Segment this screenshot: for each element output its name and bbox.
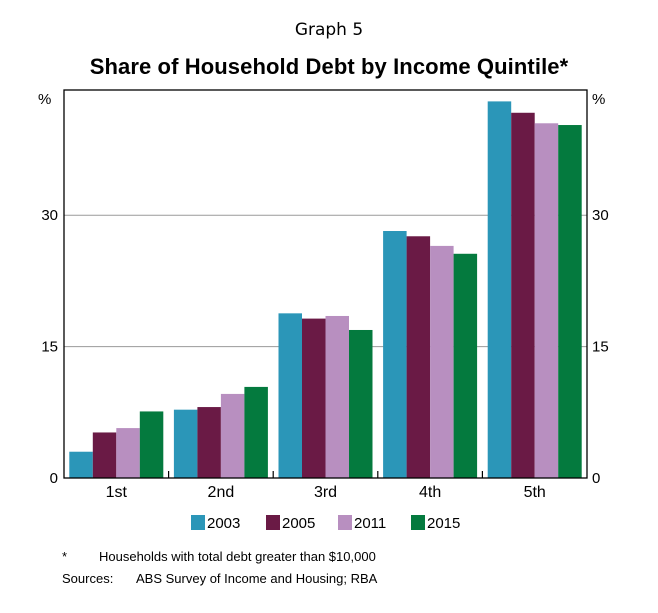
bar-3rd-2015 xyxy=(349,329,373,478)
footnote-symbol: * xyxy=(62,549,68,564)
sources: Sources: ABS Survey of Income and Housin… xyxy=(62,568,377,590)
legend-label-2003: 2003 xyxy=(207,515,240,532)
legend-label-2005: 2005 xyxy=(282,515,315,532)
bar-1st-2005 xyxy=(92,432,117,478)
legend-swatch-2005 xyxy=(266,515,280,530)
bar-5th-2011 xyxy=(534,123,559,478)
bar-3rd-2011 xyxy=(325,315,349,478)
y-tick-label-right: 15 xyxy=(592,339,609,356)
y-tick-label-right: 0 xyxy=(592,470,600,487)
y-tick-label-left: 15 xyxy=(41,339,58,356)
bar-2nd-2015 xyxy=(244,386,268,478)
sources-text: ABS Survey of Income and Housing; RBA xyxy=(136,571,378,586)
x-tick-label: 4th xyxy=(419,484,441,501)
bar-2nd-2003 xyxy=(173,409,198,478)
bar-4th-2003 xyxy=(383,231,407,478)
bar-5th-2003 xyxy=(487,101,512,478)
legend: 2003 2005 2011 2015 xyxy=(191,515,460,532)
legend-label-2015: 2015 xyxy=(427,515,460,532)
y-tick-label-right: 30 xyxy=(592,207,609,224)
legend-swatch-2015 xyxy=(411,515,425,530)
legend-label-2011: 2011 xyxy=(354,515,386,532)
y-tick-label-left: 0 xyxy=(50,470,58,487)
y-unit-left: % xyxy=(38,91,51,108)
bar-1st-2015 xyxy=(139,411,164,478)
bar-4th-2005 xyxy=(406,236,431,478)
footnote: * Households with total debt greater tha… xyxy=(62,546,377,568)
bar-1st-2011 xyxy=(116,428,140,478)
y-tick-label-left: 30 xyxy=(41,207,58,224)
bar-4th-2011 xyxy=(430,245,454,478)
sources-label: Sources: xyxy=(62,571,114,586)
bar-3rd-2003 xyxy=(278,313,302,478)
plot-frame xyxy=(63,89,588,479)
chart-title: Share of Household Debt by Income Quinti… xyxy=(89,54,569,79)
y-unit-right: % xyxy=(592,91,605,108)
x-tick-label: 5th xyxy=(524,484,546,501)
bar-3rd-2005 xyxy=(302,318,326,478)
bar-2nd-2011 xyxy=(220,393,245,478)
x-tick-label: 2nd xyxy=(208,484,235,501)
x-tick-label: 1st xyxy=(106,484,128,501)
bar-4th-2015 xyxy=(453,253,478,478)
bar-5th-2015 xyxy=(558,125,582,478)
legend-swatch-2003 xyxy=(191,515,205,530)
graph-number: Graph 5 xyxy=(294,20,364,40)
bar-5th-2005 xyxy=(511,112,535,479)
legend-swatch-2011 xyxy=(338,515,352,530)
x-tick-label: 3rd xyxy=(314,484,337,501)
bar-2nd-2005 xyxy=(197,407,221,478)
footnote-text: Households with total debt greater than … xyxy=(99,549,376,564)
chart-notes: * Households with total debt greater tha… xyxy=(62,546,377,590)
bar-1st-2003 xyxy=(69,451,93,478)
